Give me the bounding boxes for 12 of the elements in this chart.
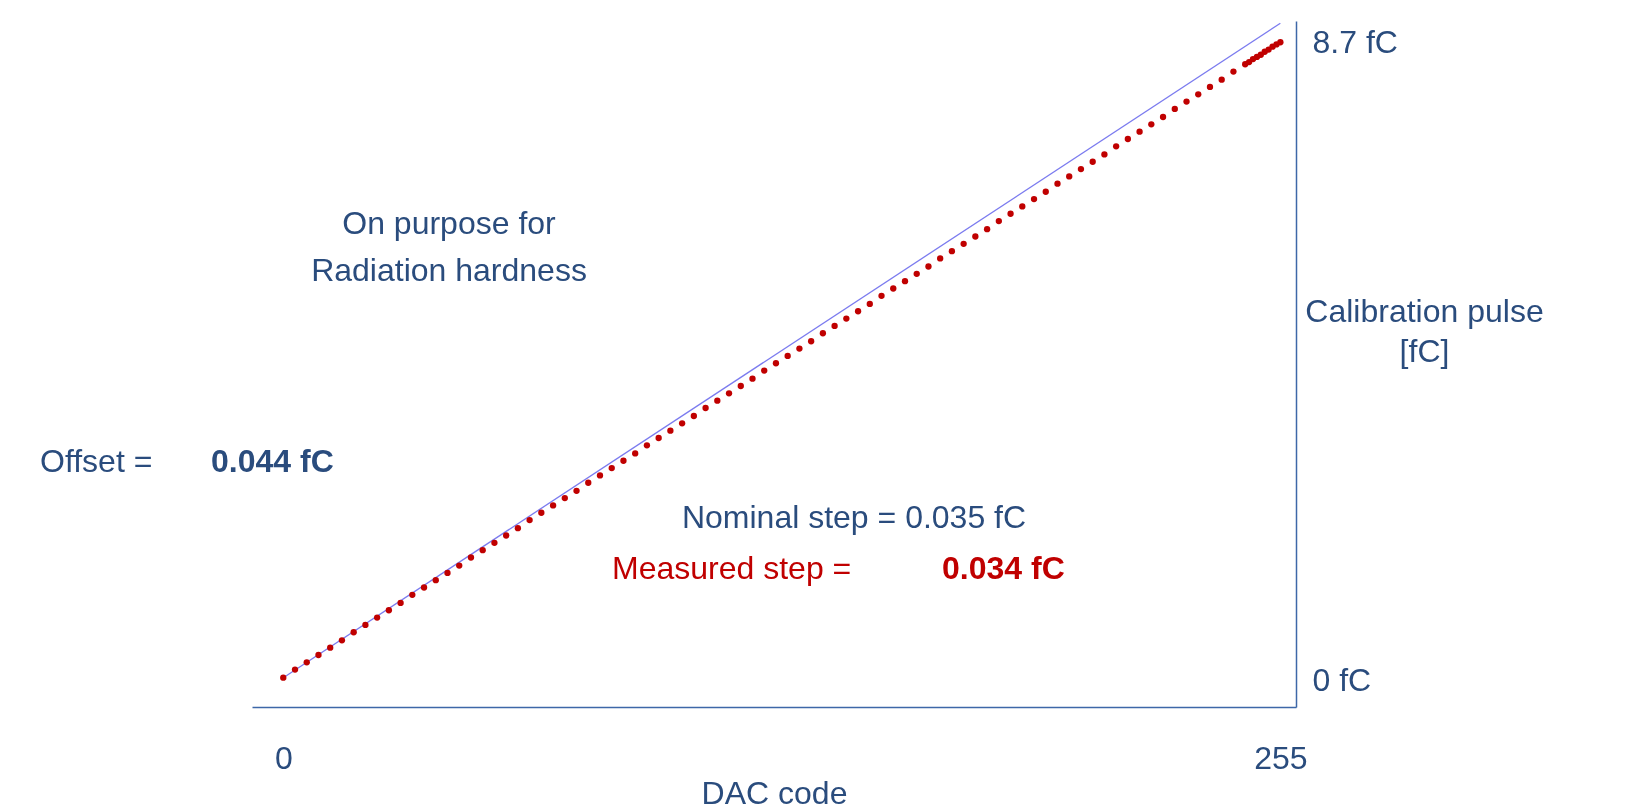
y-tick-label: 0 fC (1312, 662, 1372, 699)
annotation: On purpose for Radiation hardness (311, 205, 587, 288)
annotation: 0.034 fC (942, 550, 1065, 586)
text: Offset = (40, 443, 153, 479)
x-tick-label: 255 (1254, 739, 1308, 776)
y-axis-title: Calibration pulse [fC] (1305, 292, 1544, 369)
annotation: Measured step = (612, 550, 852, 586)
x-tick-label: 0 (274, 739, 293, 776)
y-tick-label: 8.7 fC (1312, 24, 1398, 61)
x-axis-title: DAC code (701, 774, 848, 809)
annotation: 0.044 fC (211, 443, 334, 479)
annotation: Nominal step = 0.035 fC (681, 499, 1027, 535)
